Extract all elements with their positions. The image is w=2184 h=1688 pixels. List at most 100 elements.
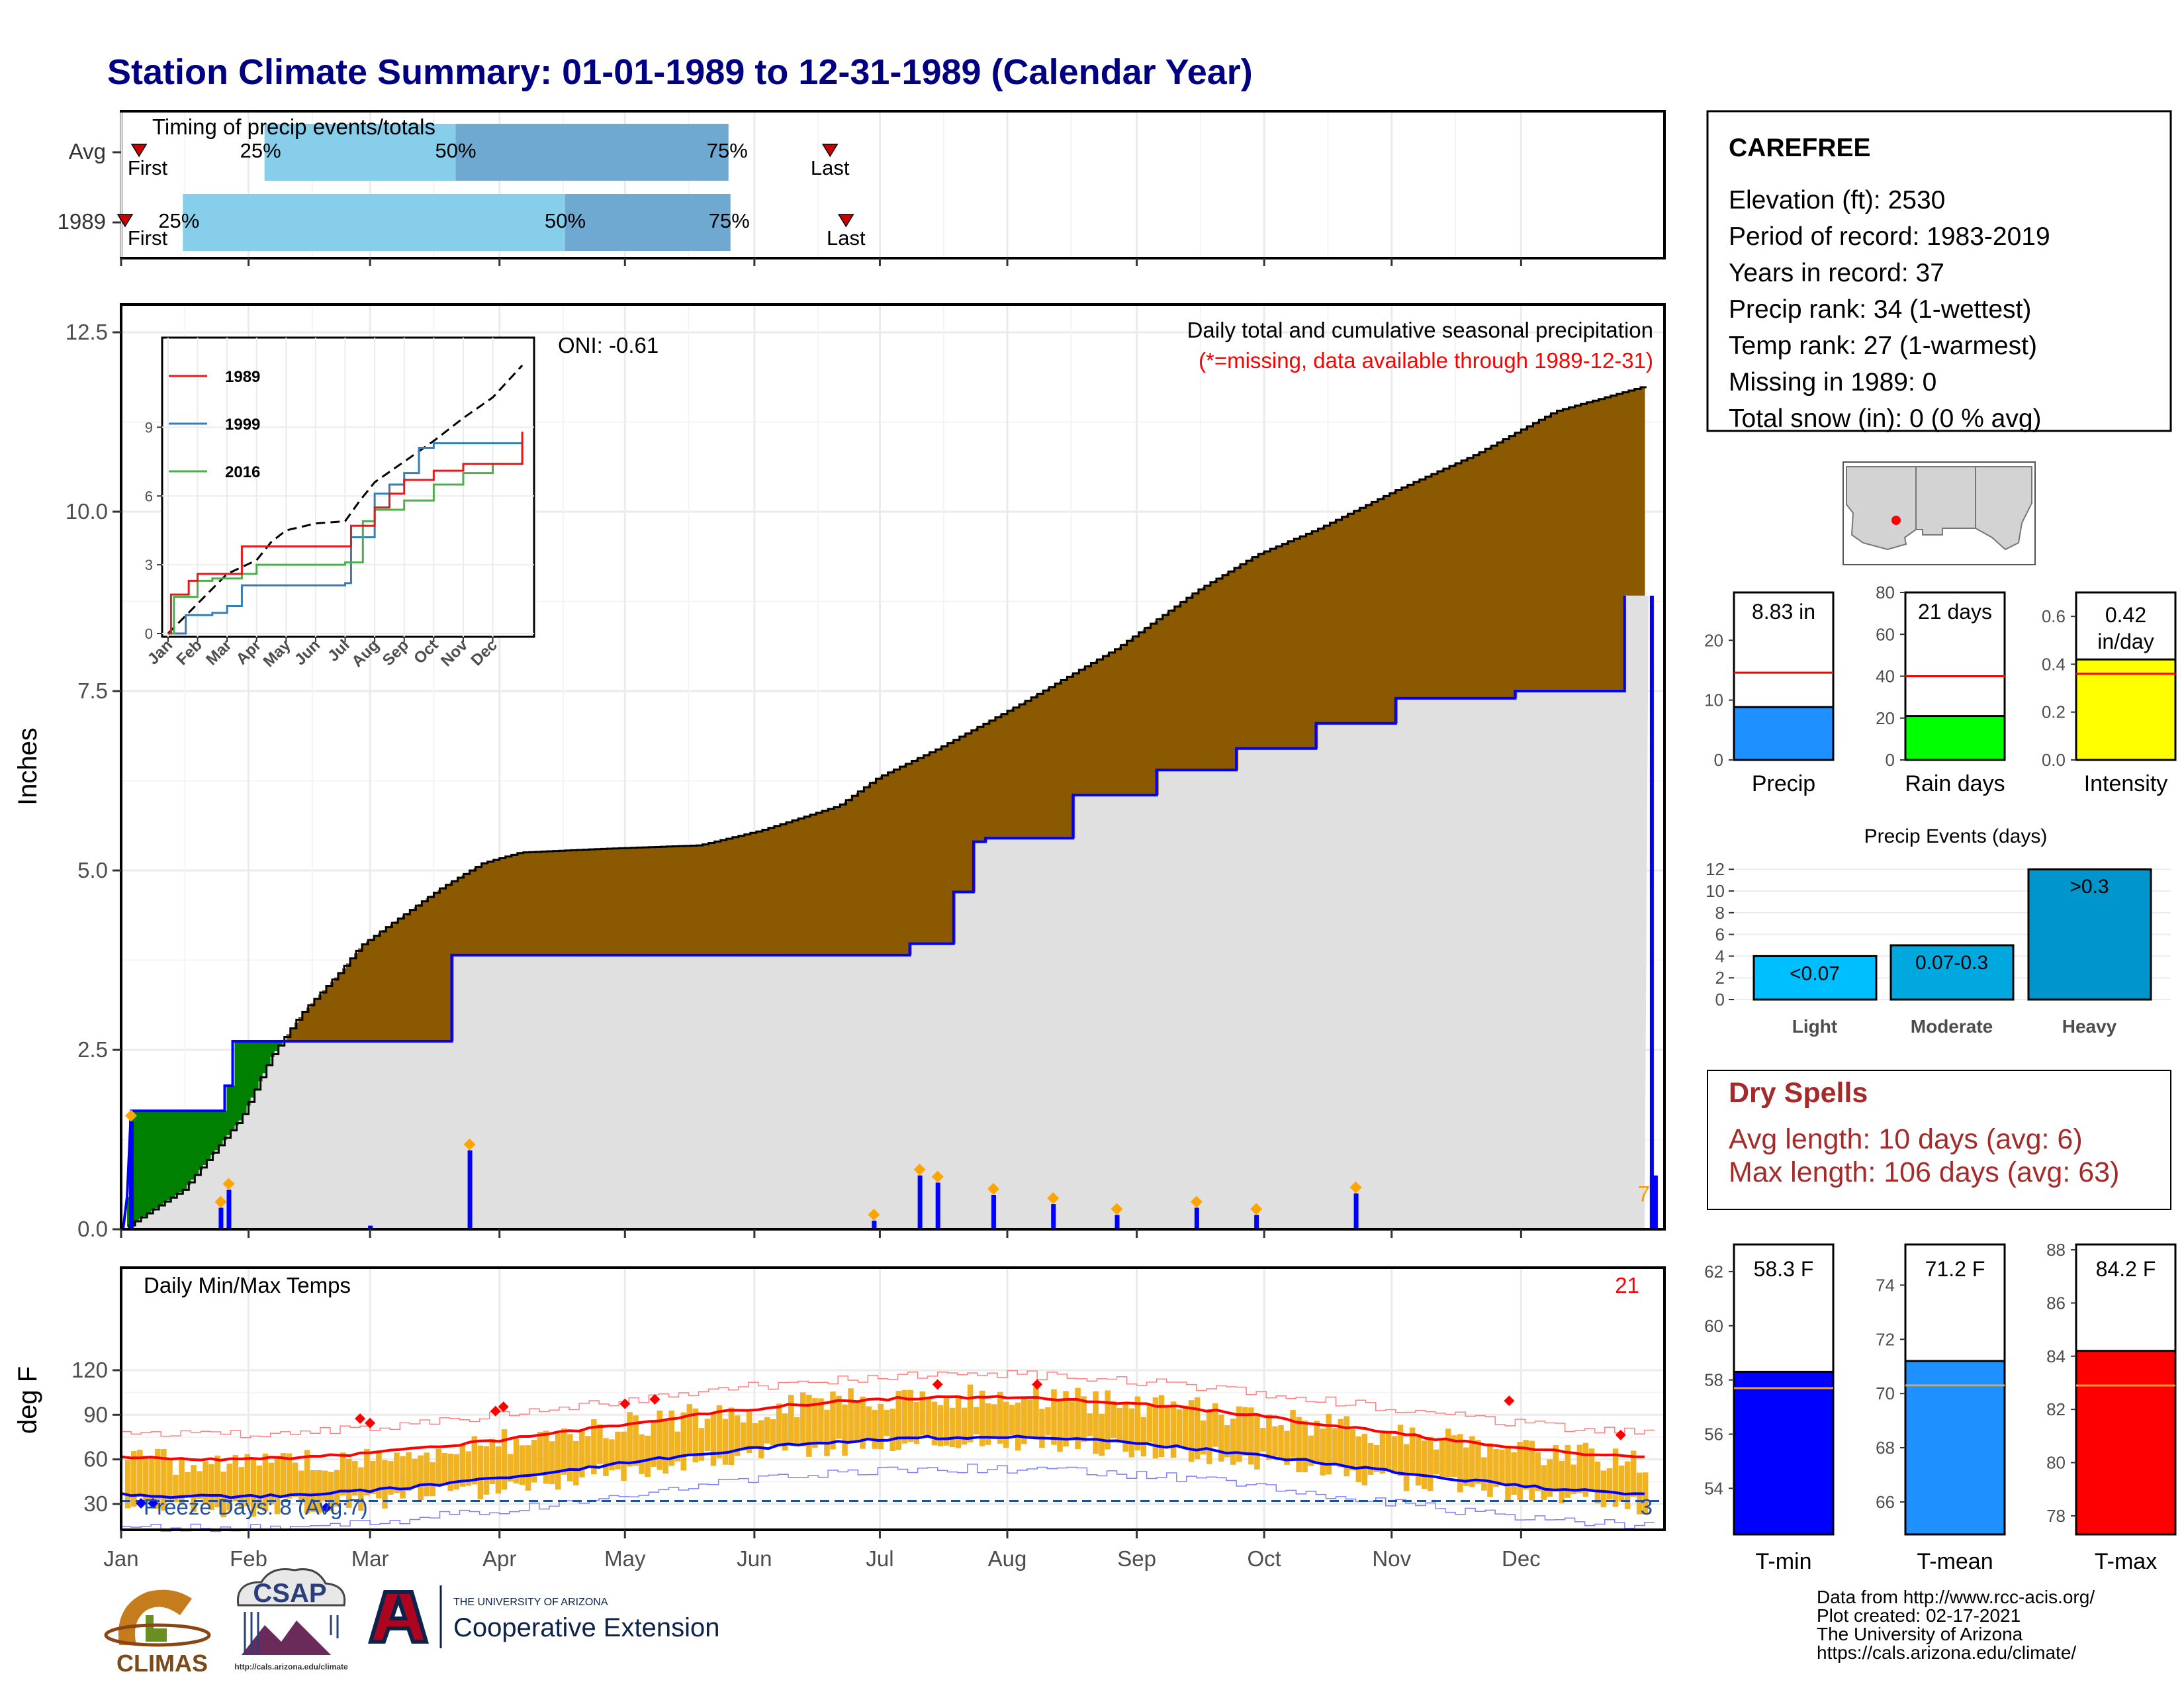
deficit-band (653, 847, 658, 955)
daily-temp-bar (334, 1470, 340, 1507)
climas-sun-arc (118, 1589, 192, 1645)
deficit-band (1640, 387, 1645, 596)
daily-temp-bar (776, 1403, 782, 1446)
temp-bar-category-label: T-max (2095, 1549, 2157, 1574)
deficit-band (569, 850, 574, 955)
events-category-label: Light (1792, 1016, 1837, 1037)
events-bar-label: >0.3 (2070, 876, 2109, 898)
deficit-band (1533, 423, 1538, 691)
daily-temp-bar (1409, 1427, 1416, 1474)
daily-temp-bar (627, 1412, 633, 1467)
deficit-band (561, 851, 566, 955)
daily-precip-bar (991, 1194, 996, 1229)
month-tick-label: Mar (351, 1546, 389, 1571)
daily-temp-bar (1033, 1386, 1039, 1440)
precip-events-bars: <0.07 Light 0.07-0.3 Moderate >0.3 Heavy 0 2468… (1706, 859, 2171, 1037)
daily-temp-bar (1511, 1452, 1517, 1495)
deficit-band (1501, 440, 1506, 698)
precip-chart-subtitle: (*=missing, data available through 1989-… (1199, 348, 1653, 373)
deficit-band (1162, 615, 1167, 771)
temp-bar-ytick-label: 66 (1876, 1492, 1895, 1512)
deficit-band (1517, 432, 1522, 691)
deficit-band (728, 838, 733, 955)
timing-p75-label: 75% (709, 209, 750, 232)
station-info-box: CAREFREE Elevation (ft): 2530 Period of … (1706, 110, 2172, 433)
deficit-band (1238, 565, 1243, 749)
daily-temp-bar (782, 1413, 788, 1451)
deficit-band (979, 726, 984, 842)
deficit-band (987, 722, 992, 839)
daily-temp-bar (465, 1451, 472, 1486)
deficit-band (1481, 451, 1486, 698)
average-cumulative-line (123, 386, 1647, 1231)
surplus-band (262, 1041, 267, 1074)
daily-temp-bar (262, 1453, 269, 1512)
deficit-band (294, 1022, 299, 1041)
daily-temp-bar (1499, 1449, 1505, 1484)
precip-ytick-label: 12.5 (66, 320, 108, 344)
deficit-band (1576, 404, 1582, 691)
deficit-band (668, 846, 674, 955)
daily-temp-bar (1140, 1417, 1147, 1457)
daily-temp-bar (274, 1458, 281, 1515)
deficit-band (1505, 438, 1510, 698)
daily-temp-bar (226, 1464, 233, 1511)
temp-bar-value-label: 58.3 F (1754, 1257, 1814, 1281)
daily-temp-bar (854, 1402, 860, 1443)
deficit-band (788, 821, 793, 955)
daily-temp-bar (698, 1428, 705, 1461)
temp-bar-value (1904, 1360, 2006, 1536)
locator-map (1843, 461, 2036, 565)
events-ytick-label: 6 (1715, 925, 1725, 945)
deficit-band (1063, 679, 1068, 839)
deficit-band (1441, 469, 1446, 698)
deficit-band (1198, 589, 1203, 771)
deficit-band (1310, 532, 1315, 749)
deficit-band (1047, 688, 1052, 839)
deficit-band (1385, 494, 1390, 724)
daily-temp-bar (1618, 1465, 1625, 1502)
timing-p25-label: 25% (240, 139, 281, 162)
deficit-band (680, 846, 686, 955)
deficit-band (649, 847, 654, 955)
daily-temp-bar (836, 1395, 842, 1439)
deficit-band (911, 761, 917, 944)
deficit-band (1600, 398, 1606, 691)
climas-logo: CLIMAS (104, 1589, 211, 1677)
deficit-band (354, 953, 359, 1041)
deficit-band (688, 845, 694, 955)
month-tick-label: Jan (103, 1546, 138, 1571)
deficit-band (1274, 547, 1279, 749)
daily-temp-bar (758, 1420, 764, 1459)
daily-temp-bar (961, 1407, 968, 1445)
deficit-band (1174, 606, 1179, 771)
surplus-band (250, 1041, 255, 1098)
daily-temp-bar (489, 1438, 496, 1484)
daily-temp-bar (901, 1389, 908, 1444)
deficit-band (1322, 526, 1327, 724)
deficit-band (350, 958, 355, 1041)
surplus-band (167, 1111, 171, 1201)
stat-bar-value-label: in/day (2097, 630, 2154, 653)
daily-temp-bar (579, 1429, 585, 1477)
deficit-band (1565, 408, 1570, 691)
daily-temp-bar (1158, 1395, 1165, 1458)
deficit-band (1166, 612, 1171, 771)
deficit-band (927, 753, 933, 944)
deficit-band (390, 924, 394, 1041)
deficit-band (1369, 502, 1375, 724)
deficit-band (832, 808, 837, 955)
deficit-band (457, 877, 463, 955)
daily-temp-bar (1600, 1470, 1607, 1507)
deficit-band (1461, 460, 1466, 698)
deficit-band (824, 810, 829, 955)
surplus-band (246, 1041, 251, 1106)
deficit-band (1154, 620, 1160, 796)
deficit-band (860, 790, 864, 955)
deficit-band (740, 835, 745, 955)
deficit-band (1111, 651, 1116, 796)
daily-temp-bar (1457, 1434, 1463, 1493)
daily-temp-bar (376, 1452, 382, 1499)
temp-bar-ytick-label: 86 (2046, 1293, 2066, 1313)
daily-temp-bar (232, 1454, 239, 1502)
